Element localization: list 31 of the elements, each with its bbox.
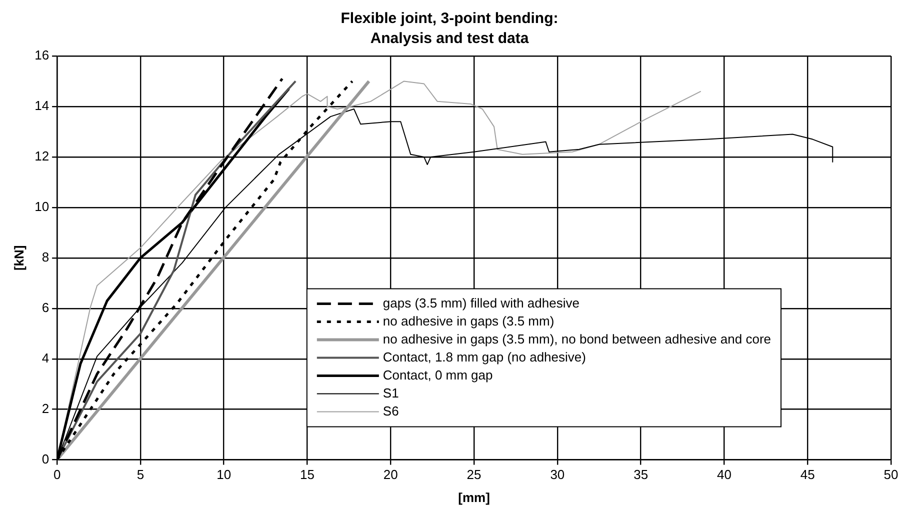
y-tick-label: 12 [34,148,50,164]
legend-label: Contact, 1.8 mm gap (no adhesive) [382,349,586,364]
y-tick-label: 0 [42,451,50,466]
x-tick-label: 0 [53,467,61,482]
x-tick-label: 10 [216,467,232,482]
chart-title: Flexible joint, 3-point bending: [340,10,558,28]
x-tick-label: 25 [466,467,482,482]
y-tick-label: 8 [42,249,50,264]
y-tick-label: 10 [34,199,50,214]
legend-label: S1 [382,385,399,400]
y-tick-label: 4 [42,350,50,366]
legend-label: S6 [382,403,399,418]
y-tick-label: 14 [34,98,50,114]
x-axis-title: [mm] [458,490,490,505]
y-axis-title: [kN] [11,245,26,271]
x-tick-label: 15 [300,467,314,482]
x-tick-label: 20 [383,467,398,482]
x-tick-label: 40 [716,467,732,482]
x-tick-label: 5 [136,467,144,482]
legend-label: no adhesive in gaps (3.5 mm), no bond between adhesive and core [382,331,772,346]
legend-label: gaps (3.5 mm) filled with adhesive [382,295,580,310]
x-tick-label: 30 [550,467,565,482]
x-tick-label: 50 [884,467,898,482]
y-tick-label: 2 [42,400,50,416]
x-tick-label: 35 [634,467,648,482]
y-tick-label: 16 [34,48,50,63]
y-tick-label: 6 [42,300,50,315]
chart-subtitle: Analysis and test data [370,30,530,48]
legend-label: Contact, 0 mm gap [382,367,493,382]
x-tick-label: 45 [800,467,815,482]
legend-label: no adhesive in gaps (3.5 mm) [382,313,554,328]
